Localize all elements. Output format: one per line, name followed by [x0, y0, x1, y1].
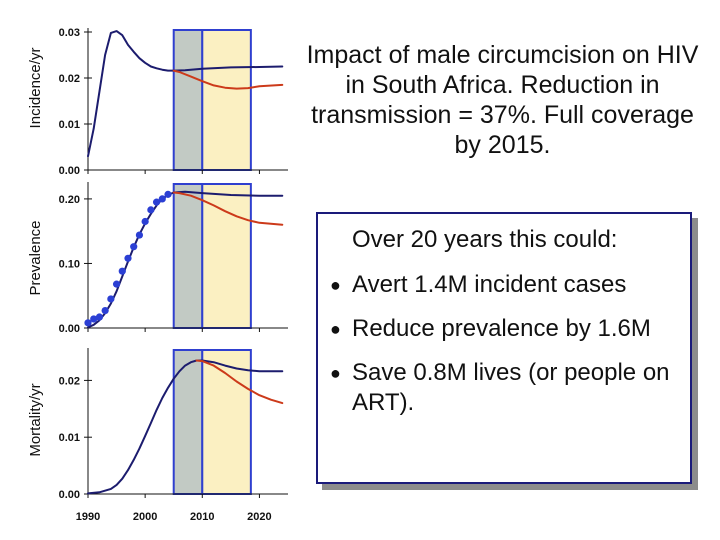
x-tick-label: 2000: [133, 511, 157, 523]
y-tick-label: 0.02: [59, 375, 80, 387]
observed-point: [130, 243, 138, 251]
y-tick-label: 0.00: [59, 323, 80, 335]
y-tick-label: 0.00: [59, 165, 80, 177]
y-tick-label: 0.10: [59, 258, 80, 270]
y-tick-label: 0.01: [59, 119, 80, 131]
with-circumcision-line: [172, 69, 284, 90]
summary-item-incident-cases: ● Avert 1.4M incident cases: [318, 270, 672, 300]
y-tick-label: 0.02: [59, 73, 80, 85]
summary-list: ● Avert 1.4M incident cases ● Reduce preva…: [318, 270, 672, 432]
with-circumcision-line: [172, 191, 284, 226]
x-tick-label: 1990: [76, 511, 100, 523]
no-intervention-line: [87, 30, 284, 158]
summary-item-lives: ● Save 0.8M lives (or people on ART).: [318, 358, 672, 418]
observed-point: [147, 206, 155, 214]
observed-point: [101, 306, 109, 315]
observed-point: [152, 198, 161, 206]
summary-box: Over 20 years this could: ● Avert 1.4M in…: [316, 212, 692, 484]
no-intervention-line: [87, 359, 284, 495]
observed-point: [90, 315, 98, 323]
y-axis-title: Mortality/yr: [27, 383, 44, 456]
observed-point: [158, 195, 166, 203]
bullet-icon: ●: [330, 363, 341, 383]
summary-heading: Over 20 years this could:: [352, 226, 618, 253]
panel-2: 0.00 0.01 0.02 1990 2000 2010 2020 Mortality/yr: [27, 348, 288, 523]
observed-point: [84, 319, 92, 327]
summary-item-text: Reduce prevalence by 1.6M: [352, 315, 651, 342]
shaded-band-1: [201, 29, 252, 171]
figure-caption: Impact of male circumcision on HIV in So…: [306, 41, 699, 159]
observed-point: [118, 267, 126, 275]
observed-point: [141, 217, 149, 226]
observed-point: [95, 313, 104, 321]
y-tick-label: 0.03: [59, 27, 80, 39]
observed-point: [164, 190, 172, 198]
shaded-band-1: [201, 349, 252, 495]
shaded-band-0: [172, 29, 204, 171]
shaded-band-0: [172, 183, 204, 329]
panel-0: 0.00 0.01 0.02 0.03 Incidence/yr: [27, 27, 288, 177]
y-axis-title: Incidence/yr: [27, 48, 44, 129]
x-tick-label: 2010: [190, 511, 214, 523]
observed-point: [107, 295, 115, 303]
y-tick-label: 0.01: [59, 432, 80, 444]
y-tick-label: 0.20: [59, 194, 80, 206]
panel-1: 0.00 0.10 0.20 Prevalence: [27, 182, 288, 335]
bullet-icon: ●: [330, 275, 341, 295]
observed-point: [112, 280, 121, 288]
y-tick-label: 0.00: [59, 489, 80, 501]
with-circumcision-line: [195, 359, 284, 405]
observed-point: [124, 254, 132, 262]
summary-item-text: Save 0.8M lives (or people on ART).: [352, 359, 670, 416]
bullet-icon: ●: [330, 319, 341, 339]
summary-item-text: Avert 1.4M incident cases: [352, 271, 627, 298]
summary-item-prevalence: ● Reduce prevalence by 1.6M: [318, 314, 672, 344]
shaded-band-1: [201, 183, 252, 329]
observed-point: [135, 231, 144, 239]
y-axis-title: Prevalence: [27, 220, 44, 295]
shaded-band-0: [172, 349, 204, 495]
model-charts: 0.00 0.01 0.02 0.03 Incidence/yr 0.00 0.10 0.20…: [27, 27, 288, 523]
x-tick-label: 2020: [247, 511, 271, 523]
